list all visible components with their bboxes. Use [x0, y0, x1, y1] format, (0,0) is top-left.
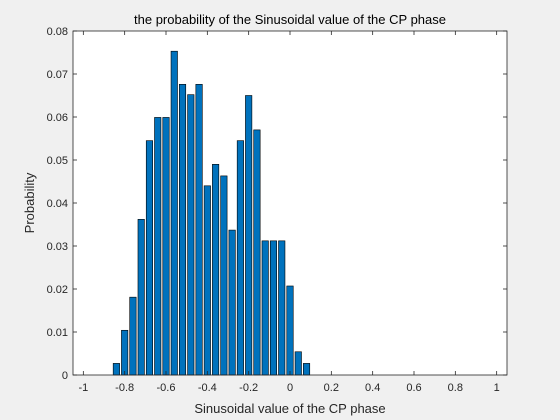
x-axis-title: Sinusoidal value of the CP phase: [194, 401, 385, 416]
y-tick-label: 0.04: [47, 198, 68, 210]
y-tick-label: 0.02: [47, 284, 68, 296]
y-tick-label: 0.08: [47, 26, 68, 38]
x-tick-label: -0.4: [198, 382, 217, 394]
histogram-bar: [187, 94, 195, 376]
histogram-bar: [269, 240, 277, 376]
plot-box: [72, 30, 508, 376]
histogram-bar: [170, 50, 178, 376]
histogram-bar: [121, 329, 129, 376]
x-tick-label: -0.2: [239, 382, 258, 394]
chart-title: the probability of the Sinusoidal value …: [134, 12, 446, 27]
x-tick-label: -0.8: [115, 382, 134, 394]
histogram-bar: [245, 95, 253, 376]
histogram-bar: [154, 117, 162, 376]
y-tick-label: 0: [62, 370, 68, 382]
x-tick-label: 0.4: [365, 382, 380, 394]
x-tick-label: 1: [494, 382, 500, 394]
histogram-bar: [228, 229, 236, 376]
x-tick-label: -1: [78, 382, 88, 394]
y-tick-label: 0.05: [47, 155, 68, 167]
histogram-bar: [278, 240, 286, 376]
histogram-bar: [112, 363, 120, 376]
x-tick-label: 0.8: [448, 382, 463, 394]
histogram-bar: [212, 164, 220, 376]
histogram-bar: [137, 219, 145, 376]
histogram-bar: [286, 285, 294, 376]
histogram-bar: [195, 84, 203, 376]
histogram-bar: [220, 175, 228, 376]
y-tick-label: 0.01: [47, 327, 68, 339]
y-tick-label: 0.03: [47, 241, 68, 253]
x-tick-label: -0.6: [157, 382, 176, 394]
y-axis-title: Probability: [22, 172, 37, 233]
histogram-bar: [261, 240, 269, 376]
histogram-bar: [129, 296, 137, 376]
histogram-bar: [145, 140, 153, 376]
x-ticks: -1 -0.8 -0.6 -0.4 -0.2 0 0.2 0.4 0.6 0.8 1: [78, 31, 500, 394]
histogram-bar: [236, 140, 244, 376]
histogram-bar: [179, 84, 187, 376]
y-tick-label: 0.07: [47, 69, 68, 81]
histogram-bar: [253, 129, 261, 376]
histogram-bar: [162, 117, 170, 376]
y-tick-label: 0.06: [47, 112, 68, 124]
x-tick-label: 0: [287, 382, 293, 394]
histogram-bar: [203, 185, 211, 376]
x-tick-label: 0.6: [406, 382, 421, 394]
histogram-bar: [303, 363, 311, 376]
y-ticks: 0 0.01 0.02 0.03 0.04 0.05 0.06 0.07 0.08: [47, 26, 507, 382]
histogram-bar: [294, 351, 302, 376]
x-tick-label: 0.2: [324, 382, 339, 394]
